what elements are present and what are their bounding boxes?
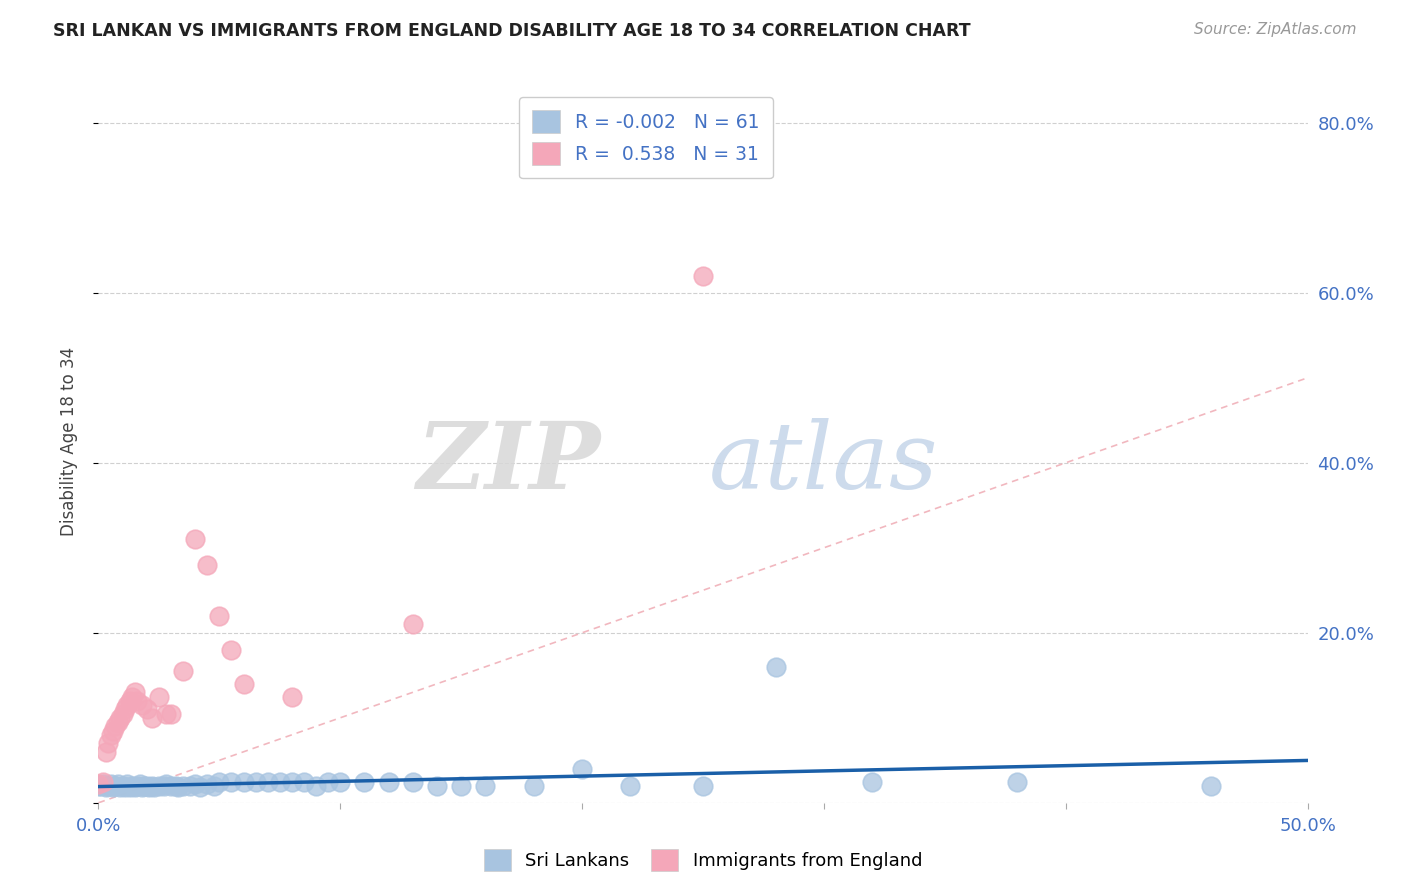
- Point: [221, 774, 243, 789]
- Text: atlas: atlas: [709, 418, 939, 508]
- Point: [1007, 774, 1029, 789]
- Point: [523, 779, 546, 793]
- Point: [101, 723, 124, 738]
- Point: [148, 779, 170, 793]
- Point: [172, 779, 194, 793]
- Point: [118, 694, 141, 708]
- Point: [208, 774, 231, 789]
- Point: [402, 774, 425, 789]
- Point: [100, 777, 122, 791]
- Point: [117, 777, 139, 791]
- Point: [128, 777, 150, 791]
- Point: [111, 779, 134, 793]
- Point: [221, 642, 243, 657]
- Point: [155, 706, 177, 721]
- Point: [281, 690, 304, 704]
- Point: [104, 779, 127, 793]
- Text: Source: ZipAtlas.com: Source: ZipAtlas.com: [1194, 22, 1357, 37]
- Point: [1199, 779, 1222, 793]
- Point: [208, 608, 231, 623]
- Point: [316, 774, 339, 789]
- Legend: Sri Lankans, Immigrants from England: Sri Lankans, Immigrants from England: [477, 842, 929, 879]
- Point: [692, 268, 714, 283]
- Y-axis label: Disability Age 18 to 34: Disability Age 18 to 34: [59, 347, 77, 536]
- Point: [101, 780, 124, 795]
- Point: [104, 719, 127, 733]
- Point: [131, 780, 153, 795]
- Point: [127, 694, 149, 708]
- Point: [256, 774, 278, 789]
- Point: [94, 745, 117, 759]
- Point: [118, 780, 141, 795]
- Point: [188, 780, 211, 795]
- Point: [127, 779, 149, 793]
- Point: [114, 702, 136, 716]
- Text: ZIP: ZIP: [416, 418, 600, 508]
- Point: [426, 779, 449, 793]
- Point: [245, 774, 267, 789]
- Point: [232, 774, 254, 789]
- Text: SRI LANKAN VS IMMIGRANTS FROM ENGLAND DISABILITY AGE 18 TO 34 CORRELATION CHART: SRI LANKAN VS IMMIGRANTS FROM ENGLAND DI…: [53, 22, 972, 40]
- Point: [402, 617, 425, 632]
- Point: [108, 780, 131, 795]
- Point: [135, 779, 157, 793]
- Point: [353, 774, 375, 789]
- Point: [765, 660, 787, 674]
- Point: [155, 777, 177, 791]
- Point: [135, 702, 157, 716]
- Point: [134, 779, 156, 793]
- Point: [97, 736, 120, 750]
- Point: [184, 777, 207, 791]
- Point: [143, 780, 166, 795]
- Point: [160, 779, 183, 793]
- Point: [148, 690, 170, 704]
- Point: [860, 774, 883, 789]
- Point: [124, 685, 146, 699]
- Point: [329, 774, 352, 789]
- Point: [179, 779, 201, 793]
- Point: [107, 777, 129, 791]
- Point: [107, 714, 129, 729]
- Point: [131, 698, 153, 712]
- Point: [692, 779, 714, 793]
- Point: [172, 664, 194, 678]
- Point: [87, 777, 110, 791]
- Point: [87, 779, 110, 793]
- Point: [195, 777, 218, 791]
- Point: [124, 780, 146, 795]
- Point: [141, 711, 163, 725]
- Point: [292, 774, 315, 789]
- Point: [232, 677, 254, 691]
- Point: [121, 690, 143, 704]
- Point: [305, 779, 328, 793]
- Point: [141, 779, 163, 793]
- Legend: R = -0.002   N = 61, R =  0.538   N = 31: R = -0.002 N = 61, R = 0.538 N = 31: [519, 97, 773, 178]
- Point: [571, 762, 593, 776]
- Point: [204, 779, 226, 793]
- Point: [195, 558, 218, 572]
- Point: [114, 780, 136, 795]
- Point: [152, 779, 174, 793]
- Point: [121, 779, 143, 793]
- Point: [474, 779, 496, 793]
- Point: [138, 780, 160, 795]
- Point: [94, 780, 117, 795]
- Point: [97, 779, 120, 793]
- Point: [91, 774, 114, 789]
- Point: [377, 774, 399, 789]
- Point: [90, 779, 112, 793]
- Point: [91, 777, 114, 791]
- Point: [269, 774, 291, 789]
- Point: [160, 706, 183, 721]
- Point: [167, 780, 190, 795]
- Point: [184, 533, 207, 547]
- Point: [619, 779, 641, 793]
- Point: [165, 779, 187, 793]
- Point: [281, 774, 304, 789]
- Point: [108, 711, 131, 725]
- Point: [450, 779, 472, 793]
- Point: [111, 706, 134, 721]
- Point: [100, 728, 122, 742]
- Point: [117, 698, 139, 712]
